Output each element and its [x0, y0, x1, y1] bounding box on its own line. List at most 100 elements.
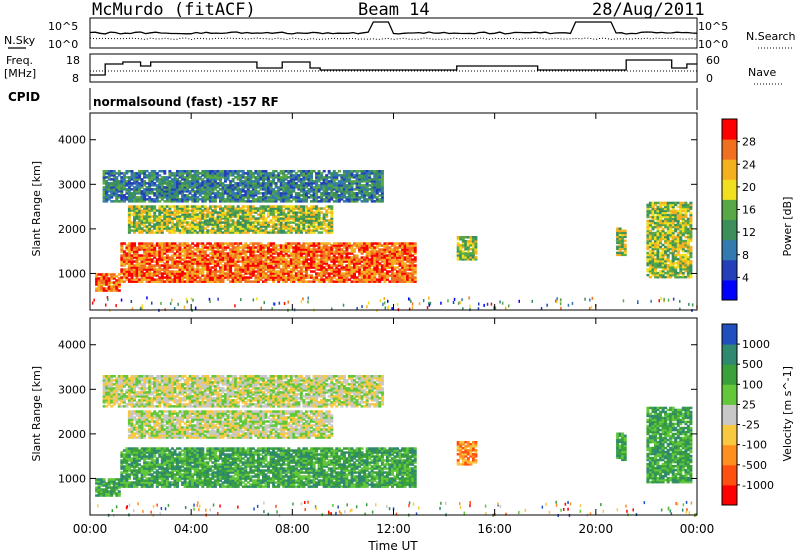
heatmap-cell: [284, 225, 288, 228]
heatmap-cell: [262, 225, 265, 228]
heatmap-cell: [661, 267, 665, 271]
heatmap-cell: [310, 260, 313, 263]
heatmap-cell: [305, 260, 308, 263]
heatmap-cell: [358, 248, 362, 251]
heatmap-cell: [656, 231, 660, 235]
heatmap-cell: [188, 270, 192, 273]
heatmap-cell: [373, 186, 377, 189]
heatmap-cell: [332, 262, 336, 265]
heatmap-cell: [413, 248, 417, 251]
heatmap-cell: [345, 270, 349, 273]
heatmap-cell: [239, 229, 243, 232]
heatmap-cell: [320, 264, 324, 267]
heatmap-cell: [216, 278, 220, 281]
heatmap-cell: [317, 260, 321, 263]
heatmap-cell: [226, 262, 230, 265]
heatmap-cell: [125, 170, 129, 173]
heatmap-cell: [383, 256, 387, 259]
heatmap-cell: [241, 205, 245, 208]
heatmap-cell: [170, 200, 174, 203]
heatmap-cell: [262, 184, 265, 187]
heatmap-cell: [133, 278, 136, 281]
heatmap-cell: [320, 258, 324, 261]
heatmap-cell: [122, 182, 126, 185]
heatmap-cell: [335, 258, 339, 261]
heatmap-cell: [183, 252, 187, 255]
heatmap-cell: [239, 217, 243, 220]
heatmap-cell: [272, 225, 276, 228]
heatmap-cell: [292, 264, 296, 267]
heatmap-cell: [221, 250, 225, 253]
heatmap-cell: [370, 200, 374, 203]
heatmap-cell: [251, 246, 255, 249]
heatmap-cell: [138, 174, 142, 177]
heatmap-cell: [277, 272, 281, 275]
heatmap-cell: [332, 274, 336, 277]
heatmap-cell: [654, 265, 657, 269]
heatmap-cell: [297, 248, 301, 251]
heatmap-cell: [282, 244, 286, 247]
heatmap-cell: [127, 209, 131, 212]
heatmap-cell: [145, 231, 149, 234]
heatmap-cell: [315, 248, 319, 251]
heatmap-cell: [239, 225, 243, 228]
heatmap-cell: [254, 190, 258, 193]
heatmap-cell: [178, 242, 182, 245]
heatmap-cell: [325, 196, 329, 199]
heatmap-cell: [264, 276, 268, 279]
heatmap-cell: [251, 184, 255, 187]
heatmap-cell: [188, 192, 192, 195]
heatmap-cell: [211, 221, 215, 224]
heatmap-cell: [150, 198, 154, 201]
heatmap-cell: [659, 229, 663, 233]
heatmap-cell: [378, 174, 382, 177]
heatmap-cell: [272, 272, 276, 275]
heatmap-cell: [158, 250, 162, 253]
heatmap-cell: [254, 178, 258, 181]
heatmap-cell: [272, 200, 276, 203]
heatmap-cell: [320, 172, 324, 175]
heatmap-cell: [358, 260, 362, 263]
heatmap-cell: [183, 272, 187, 275]
heatmap-cell: [292, 186, 296, 189]
heatmap-cell: [274, 205, 278, 208]
heatmap-cell: [383, 248, 387, 251]
heatmap-cell: [618, 233, 622, 237]
heatmap-cell: [145, 274, 149, 277]
heatmap-cell: [173, 176, 177, 179]
heatmap-cell: [173, 276, 177, 279]
heatmap-cell: [256, 227, 260, 230]
heatmap-cell: [393, 248, 397, 251]
heatmap-cell: [656, 251, 660, 255]
heatmap-cell: [153, 223, 157, 226]
heatmap-cell: [621, 229, 625, 233]
heatmap-cell: [140, 192, 144, 195]
heatmap-cell: [176, 196, 179, 199]
heatmap-cell: [251, 217, 255, 220]
heatmap-cell: [656, 247, 660, 251]
heatmap-cell: [254, 225, 258, 228]
heatmap-cell: [165, 180, 169, 183]
heatmap-cell: [317, 244, 321, 247]
heatmap-cell: [340, 274, 344, 277]
heatmap-cell: [368, 280, 372, 283]
heatmap-cell: [244, 182, 248, 185]
heatmap-cell: [251, 215, 255, 218]
heatmap-cell: [138, 280, 142, 283]
heatmap-cell: [299, 178, 303, 181]
heatmap-cell: [105, 196, 109, 199]
heatmap-cell: [135, 215, 139, 218]
heatmap-cell: [127, 242, 131, 245]
heatmap-cell: [216, 264, 220, 267]
heatmap-cell: [216, 215, 220, 218]
heatmap-cell: [105, 273, 109, 276]
heatmap-cell: [130, 223, 134, 226]
heatmap-cell: [320, 198, 324, 201]
heatmap-cell: [239, 178, 243, 181]
heatmap-cell: [267, 192, 270, 195]
heatmap-cell: [231, 276, 235, 279]
heatmap-cell: [264, 231, 268, 234]
heatmap-cell: [219, 170, 222, 173]
heatmap-cell: [236, 192, 240, 195]
heatmap-cell: [373, 274, 377, 277]
